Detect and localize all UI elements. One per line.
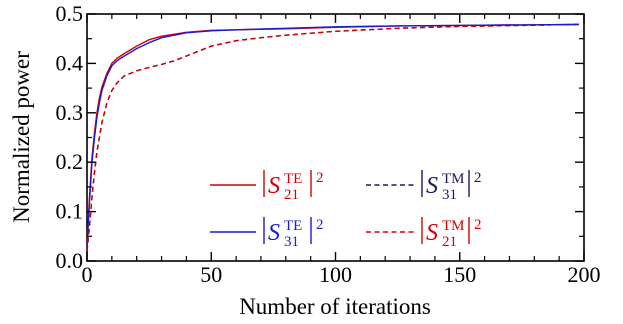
legend-superscript: TE xyxy=(284,171,302,187)
y-tick-label: 0.1 xyxy=(56,199,84,224)
y-tick-label: 0.3 xyxy=(56,100,84,125)
y-tick-label: 0.2 xyxy=(56,149,84,174)
series-line-3 xyxy=(86,23,580,252)
x-tick-label: 150 xyxy=(443,262,476,287)
x-tick-label: 100 xyxy=(319,262,352,287)
series-layer xyxy=(86,23,580,252)
legend-subscript: 21 xyxy=(442,234,457,250)
legend-power: 2 xyxy=(316,217,324,233)
legend-power: 2 xyxy=(474,170,482,186)
y-tick-label: 0.5 xyxy=(56,1,84,26)
legend-superscript: TM xyxy=(442,171,465,187)
y-tick-label: 0.4 xyxy=(56,50,84,75)
ticks-layer: 0 50 100 150 200 0.0 0.1 0.2 0.3 0.4 0.5 xyxy=(56,1,601,287)
legend-power: 2 xyxy=(316,170,324,186)
legend-power: 2 xyxy=(474,217,482,233)
series-line-1 xyxy=(86,23,580,247)
x-axis-label: Number of iterations xyxy=(239,294,431,319)
legend-superscript: TE xyxy=(284,218,302,234)
legend-superscript: TM xyxy=(442,218,465,234)
legend-subscript: 31 xyxy=(284,234,299,250)
y-axis-label: Normalized power xyxy=(9,51,34,223)
legend-symbol: S xyxy=(426,173,438,199)
x-tick-label: 50 xyxy=(200,262,222,287)
legend-subscript: 31 xyxy=(442,187,457,203)
series-line-2 xyxy=(86,23,580,252)
x-tick-label: 0 xyxy=(82,262,93,287)
legend-symbol: S xyxy=(268,220,280,246)
plot-frame xyxy=(86,13,585,262)
legend-symbol: S xyxy=(426,220,438,246)
y-tick-label: 0.0 xyxy=(56,248,84,273)
series-line-0 xyxy=(86,23,580,247)
legend-subscript: 21 xyxy=(284,187,299,203)
legend-symbol: S xyxy=(268,173,280,199)
x-tick-label: 200 xyxy=(568,262,601,287)
